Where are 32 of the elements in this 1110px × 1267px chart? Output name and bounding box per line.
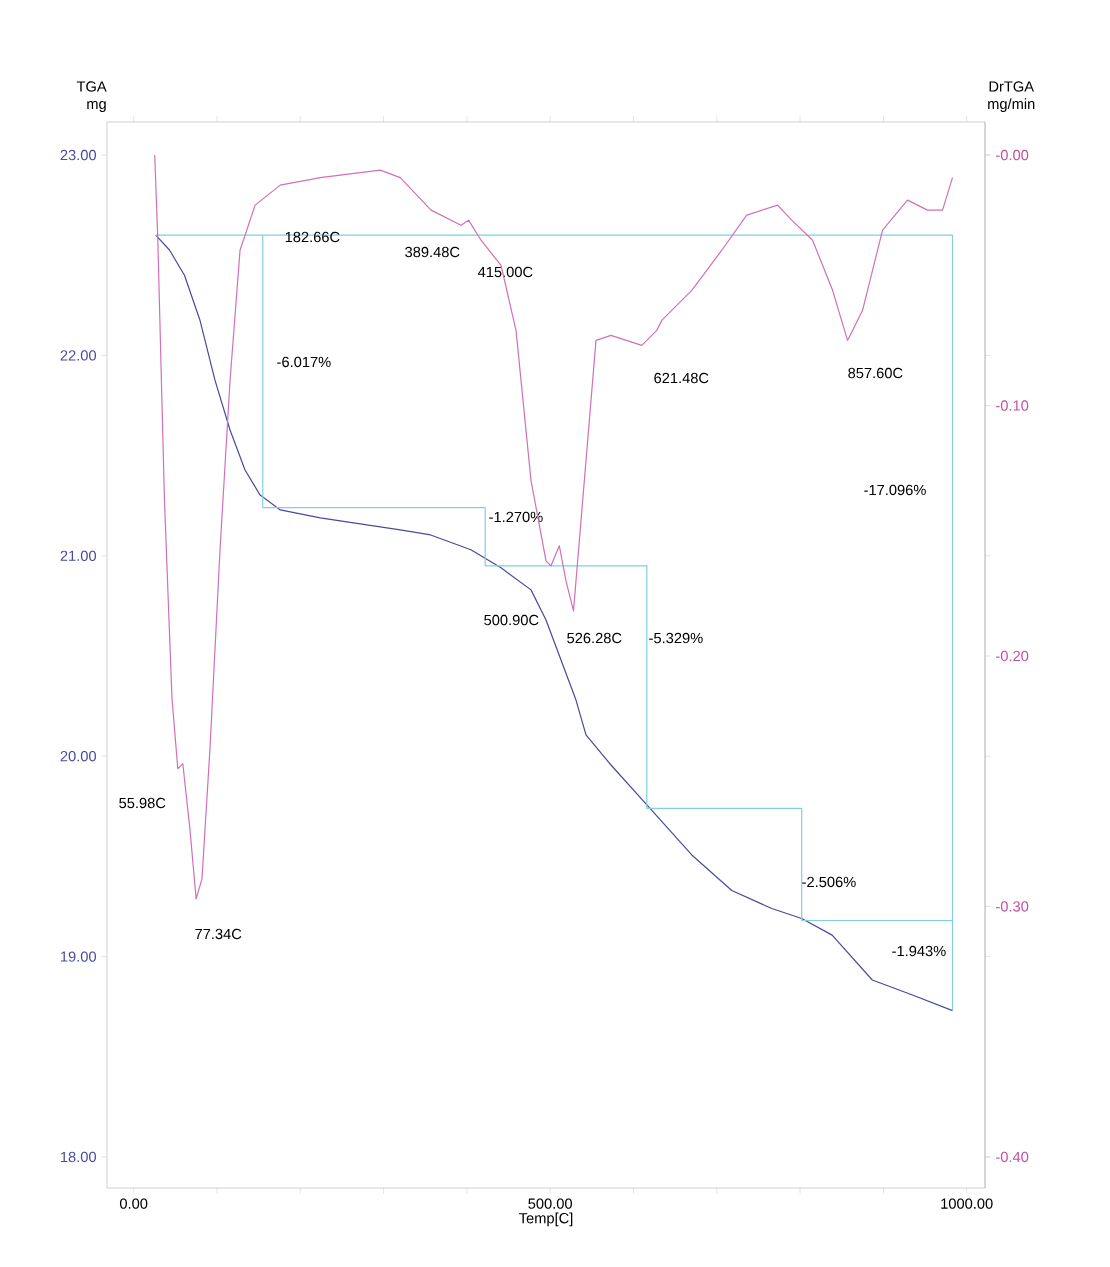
annotation: -6.017% — [277, 356, 331, 368]
annotation: 389.48C — [405, 246, 460, 258]
annotation: 621.48C — [654, 372, 709, 384]
y2-tick-label: -0.40 — [996, 1151, 1029, 1163]
y2-tick-label: -0.10 — [996, 400, 1029, 411]
annotation: 182.66C — [285, 231, 340, 243]
x-tick-label: 1000.00 — [941, 1198, 993, 1209]
y-tick-label: 18.00 — [61, 1151, 97, 1163]
annotation: 77.34C — [195, 928, 242, 940]
y-axis-title: TGA mg — [76, 81, 107, 112]
annotation: -17.096% — [864, 484, 926, 496]
y2-tick-label: -0.00 — [996, 149, 1029, 161]
annotation: -1.943% — [892, 945, 946, 957]
y-tick-label: 22.00 — [60, 350, 97, 361]
annotation: -5.329% — [649, 632, 703, 644]
annotation: 55.98C — [119, 797, 166, 809]
annotation: 415.00C — [477, 266, 533, 278]
annotation: 857.60C — [848, 367, 903, 379]
y2-tick-label: -0.30 — [996, 901, 1029, 912]
x-tick-label: 0.00 — [119, 1198, 148, 1209]
y2-axis-title: DrTGA mg/min — [988, 81, 1035, 112]
y-tick-label: 23.00 — [60, 149, 97, 161]
annotation: 526.28C — [567, 632, 622, 644]
annotation: 500.90C — [484, 614, 539, 626]
y2-tick-label: -0.20 — [996, 650, 1029, 662]
annotation: -1.270% — [489, 511, 543, 523]
y-tick-label: 21.00 — [60, 550, 97, 561]
annotation: -2.506% — [802, 876, 856, 888]
x-tick-label: 500.00 — [528, 1198, 573, 1209]
y-tick-label: 20.00 — [60, 751, 97, 762]
y-tick-label: 19.00 — [61, 951, 97, 962]
x-axis-title: Temp[C] — [519, 1212, 573, 1227]
